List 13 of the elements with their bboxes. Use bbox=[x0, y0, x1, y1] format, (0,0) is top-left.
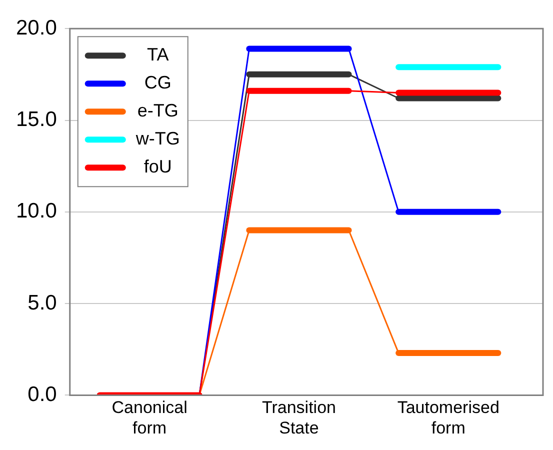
legend-label: w-TG bbox=[134, 128, 180, 149]
legend-label: e-TG bbox=[137, 100, 178, 121]
y-tick-label: 5.0 bbox=[28, 291, 57, 314]
x-tick-label: Tautomerised form bbox=[397, 398, 500, 438]
y-tick-label: 10.0 bbox=[16, 200, 57, 223]
legend-label: TA bbox=[147, 44, 169, 65]
x-tick-label: Transition State bbox=[262, 398, 336, 438]
legend-label: foU bbox=[144, 156, 172, 177]
x-tick-label: Canonical form bbox=[112, 398, 188, 438]
y-tick-label: 15.0 bbox=[16, 108, 57, 132]
y-tick-label: 0.0 bbox=[28, 382, 57, 406]
legend-label: CG bbox=[144, 72, 172, 93]
y-tick-label: 20.0 bbox=[16, 16, 57, 40]
